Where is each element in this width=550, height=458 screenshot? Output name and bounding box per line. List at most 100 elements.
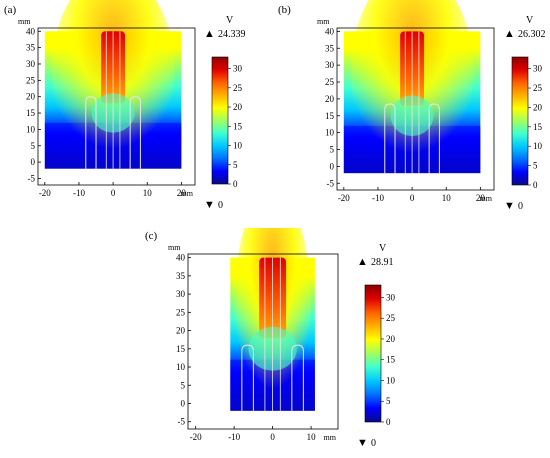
colorbar-tick-label: 15	[233, 121, 243, 131]
x-unit-label: mm	[181, 189, 194, 198]
y-tick-label: 20	[26, 92, 36, 102]
y-tick-label: 25	[176, 307, 186, 317]
colorbar-tick-label: 10	[533, 141, 543, 151]
y-tick-label: -5	[327, 178, 335, 188]
x-tick-label: -20	[338, 193, 350, 203]
y-tick-label: 40	[26, 26, 36, 36]
y-tick-label: 25	[325, 77, 335, 87]
panel-b: (b) 40 35 30 25 20 15 10 5 0 -5 mm -20 -10 0 10 20 mm V ▲ 2…	[275, 0, 550, 225]
min-marker-icon: ▼	[357, 437, 368, 449]
electrode-outline	[85, 96, 97, 169]
colorbar-tick-label: 5	[386, 396, 391, 406]
x-tick-label: 20	[177, 188, 187, 198]
y-tick-label: 0	[330, 161, 335, 171]
y-tick-label: 35	[26, 43, 36, 53]
y-tick-label: 10	[26, 124, 36, 134]
panel-a: (a) 40 35 30 25 20 15 10 5 0 -5 mm -20 -10 0 10 20 mm V ▲ 2…	[0, 0, 275, 225]
electrode-outline	[129, 96, 141, 169]
colorbar-tick-label: 20	[386, 334, 396, 344]
y-unit-label: mm	[317, 17, 330, 26]
colorbar-tick-label: 20	[533, 102, 543, 112]
plot-frame	[37, 27, 196, 186]
colorbar-tick-label: 15	[386, 355, 396, 365]
colorbar-tick-label: 25	[386, 313, 396, 323]
panel-label: (c)	[145, 230, 158, 242]
x-tick-label: 10	[442, 193, 452, 203]
y-tick-label: 20	[176, 326, 186, 336]
y-tick-label: 30	[176, 289, 186, 299]
colorbar-min-value: 0	[371, 438, 376, 449]
y-tick-label: 10	[176, 362, 186, 372]
colorbar-unit: V	[379, 243, 387, 254]
max-marker-icon: ▲	[204, 28, 215, 40]
x-tick-label: -10	[372, 193, 384, 203]
colorbar-tick-label: 0	[533, 180, 538, 190]
y-tick-label: 10	[325, 128, 335, 138]
y-tick-label: 40	[325, 26, 335, 36]
colorbar-tick-label: 30	[386, 292, 396, 302]
colorbar-tick-label: 0	[386, 417, 391, 427]
y-tick-label: 35	[325, 43, 335, 53]
y-tick-label: 25	[26, 75, 36, 85]
max-marker-icon: ▲	[357, 256, 368, 268]
colorbar-tick-label: 15	[533, 122, 543, 132]
colorbar-unit: V	[526, 15, 534, 26]
x-tick-label: 10	[143, 188, 153, 198]
colorbar-min-value: 0	[518, 201, 523, 212]
colorbar-max-value: 26.302	[518, 29, 546, 40]
y-tick-label: 15	[176, 344, 186, 354]
y-tick-label: 30	[325, 60, 335, 70]
electrode-outline	[241, 344, 254, 411]
y-unit-label: mm	[168, 243, 181, 252]
y-tick-label: -5	[178, 417, 186, 427]
colorbar-tick-label: 10	[233, 141, 243, 151]
max-marker-icon: ▲	[504, 28, 515, 40]
colorbar-tick-label: 0	[233, 179, 238, 189]
y-tick-label: 0	[181, 398, 186, 408]
x-tick-label: 0	[111, 188, 116, 198]
y-tick-label: 20	[325, 94, 335, 104]
y-tick-label: 35	[176, 271, 186, 281]
x-tick-label: 20	[476, 193, 486, 203]
electrode-outline	[384, 103, 396, 174]
y-tick-label: 15	[26, 108, 36, 118]
colorbar-tick-label: 25	[533, 83, 543, 93]
colorbar-tick-label: 5	[533, 161, 538, 171]
y-unit-label: mm	[18, 17, 31, 26]
colorbar-unit: V	[226, 15, 234, 26]
colorbar-tick-label: 30	[533, 64, 543, 74]
y-tick-label: 15	[325, 111, 335, 121]
colorbar-tick-label: 30	[233, 64, 243, 74]
x-tick-label: -20	[190, 432, 202, 442]
y-tick-label: 5	[181, 380, 186, 390]
colorbar-tick-label: 5	[233, 160, 238, 170]
x-tick-label: -10	[73, 188, 85, 198]
electrode-outline	[428, 103, 440, 174]
y-tick-label: 0	[31, 157, 36, 167]
electrode-outline	[291, 344, 304, 411]
colorbar-tick-label: 20	[233, 102, 243, 112]
colorbar-min-value: 0	[218, 200, 223, 211]
min-marker-icon: ▼	[504, 200, 515, 212]
colorbar	[211, 56, 229, 185]
x-tick-label: -10	[228, 432, 240, 442]
panel-c: (c) 40 35 30 25 20 15 10 5 0 -5 mm -20 -10 0 10 mm V ▲ 28.…	[140, 192, 415, 453]
x-unit-label: mm	[324, 433, 337, 442]
x-unit-label: mm	[480, 194, 493, 203]
y-tick-label: -5	[28, 173, 36, 183]
y-tick-label: 5	[330, 145, 335, 155]
x-tick-label: 10	[307, 432, 317, 442]
colorbar-max-value: 24.339	[218, 29, 246, 40]
colorbar-tick-label: 10	[386, 375, 396, 385]
x-tick-label: 0	[410, 193, 415, 203]
x-tick-label: 0	[270, 432, 275, 442]
min-marker-icon: ▼	[204, 199, 215, 211]
y-tick-label: 5	[31, 141, 36, 151]
y-tick-label: 30	[26, 59, 36, 69]
colorbar-tick-label: 25	[233, 83, 243, 93]
field-plot-c: 40 35 30 25 20 15 10 5 0 -5 mm -20 -10 0 10 mm V ▲ 28.91 30…	[168, 192, 396, 449]
colorbar-max-value: 28.91	[371, 257, 394, 268]
panel-label: (a)	[4, 4, 17, 16]
